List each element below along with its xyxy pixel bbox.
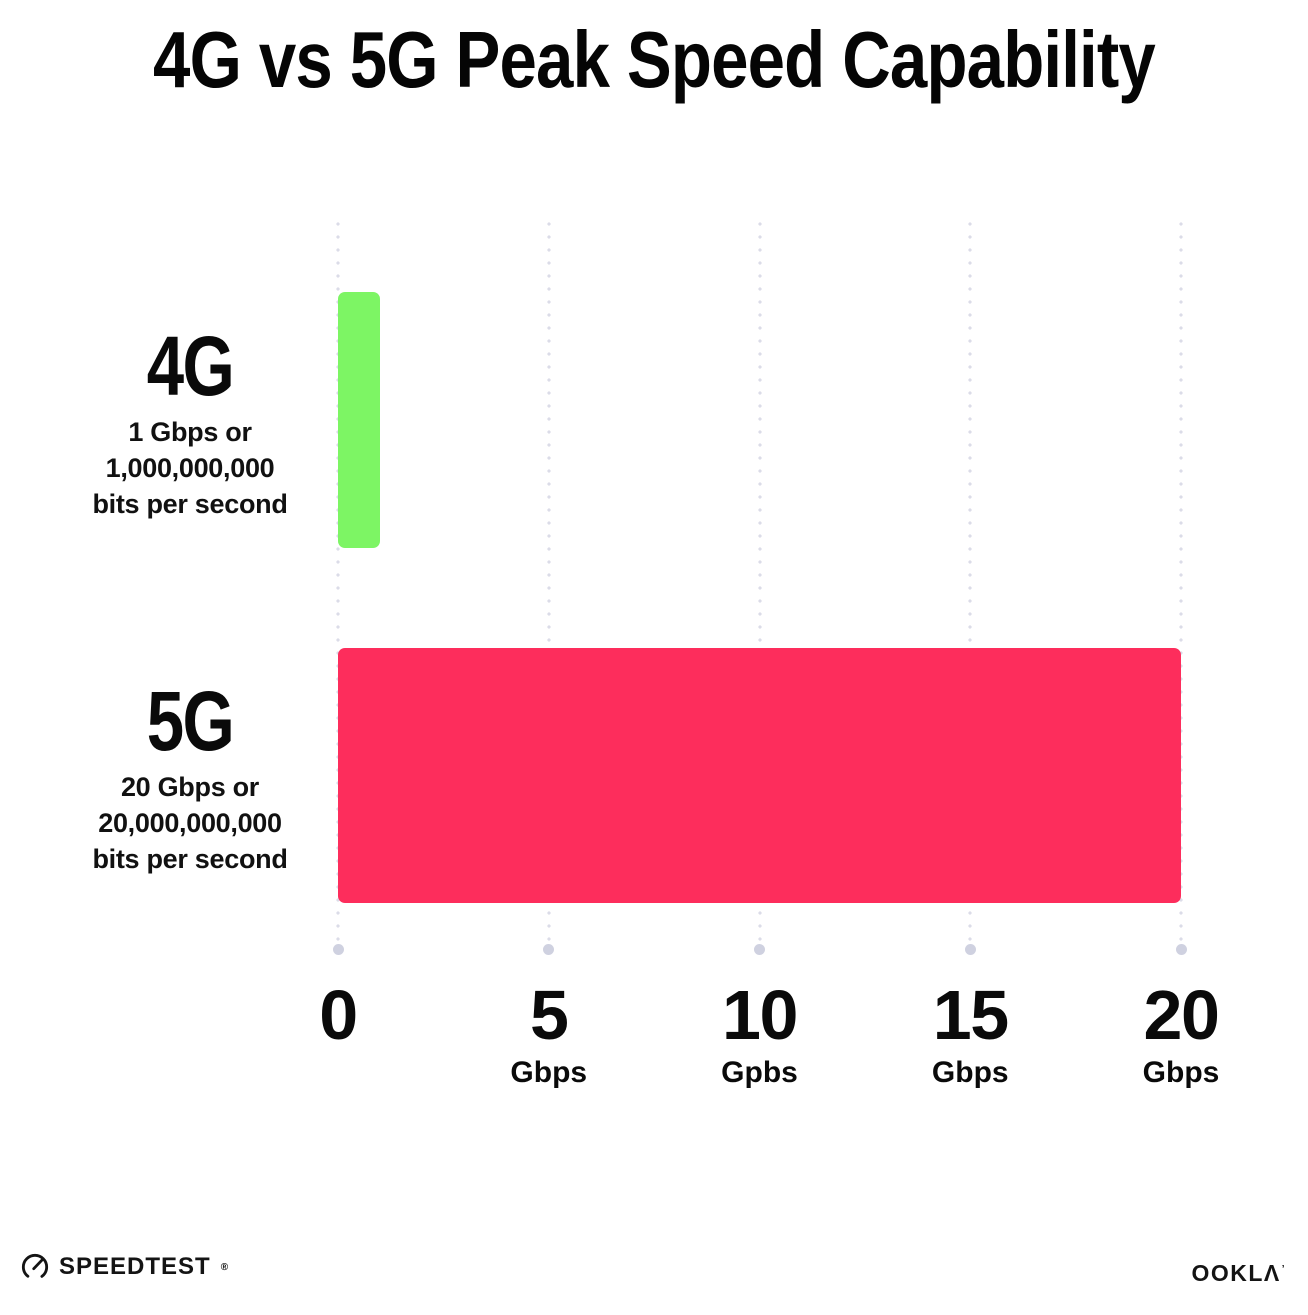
bar-5g xyxy=(338,648,1181,903)
x-tick-0-value: 0 xyxy=(319,976,358,1054)
gridline-20 xyxy=(1175,222,1187,955)
row-desc-4g: 1 Gbps or 1,000,000,000 bits per second xyxy=(44,414,336,522)
gridline-5 xyxy=(543,222,555,955)
row-desc-5g-line3: bits per second xyxy=(92,844,288,874)
row-desc-5g-line2: 20,000,000,000 xyxy=(98,808,282,838)
row-desc-4g-line3: bits per second xyxy=(92,489,288,519)
x-tick-15-value: 15 xyxy=(932,976,1009,1054)
x-tick-10-unit: Gpbs xyxy=(721,1056,798,1089)
ookla-wordmark: OOKLΛ xyxy=(1191,1260,1281,1286)
row-label-5g: 5G 20 Gbps or 20,000,000,000 bits per se… xyxy=(44,673,336,877)
row-label-4g: 4G 1 Gbps or 1,000,000,000 bits per seco… xyxy=(44,318,336,522)
x-tick-5-unit: Gbps xyxy=(510,1056,588,1089)
ookla-logo: OOKLΛ’ xyxy=(1191,1260,1286,1287)
row-title-4g: 4G xyxy=(146,319,235,413)
row-desc-5g-line1: 20 Gbps or xyxy=(120,772,260,802)
x-tick-0: 0 xyxy=(319,976,358,1056)
speedtest-trademark: ® xyxy=(220,1261,229,1273)
x-tick-5-value: 5 xyxy=(530,976,569,1054)
x-tick-20: 20 Gbps xyxy=(1143,978,1220,1090)
gridline-10 xyxy=(754,222,765,955)
row-desc-5g: 20 Gbps or 20,000,000,000 bits per secon… xyxy=(44,769,336,877)
row-desc-4g-line1: 1 Gbps or xyxy=(128,417,252,447)
x-axis: 0 5 Gbps 10 Gpbs 15 Gbps 20 Gbps xyxy=(319,978,1220,1108)
x-tick-10-value: 10 xyxy=(722,976,798,1054)
row-desc-4g-line2: 1,000,000,000 xyxy=(105,453,275,483)
gridline-0 xyxy=(332,222,344,955)
x-tick-15-unit: Gbps xyxy=(931,1056,1009,1089)
row-title-5g: 5G xyxy=(146,674,235,768)
x-tick-15: 15 Gbps xyxy=(932,978,1009,1090)
speedtest-gauge-icon xyxy=(20,1252,50,1282)
x-tick-10: 10 Gpbs xyxy=(721,978,798,1090)
bar-4g xyxy=(338,292,381,548)
x-tick-20-unit: Gbps xyxy=(1142,1056,1220,1089)
ookla-trademark: ’ xyxy=(1281,1264,1286,1276)
speedtest-logo: SPEEDTEST ® xyxy=(20,1252,228,1282)
x-tick-5: 5 Gbps xyxy=(510,978,587,1090)
gridline-15 xyxy=(964,222,976,955)
plot-area xyxy=(332,222,1187,958)
chart-title: 4G vs 5G Peak Speed Capability xyxy=(153,15,1156,104)
speedtest-wordmark: SPEEDTEST xyxy=(59,1253,211,1280)
x-tick-20-value: 20 xyxy=(1143,976,1220,1054)
